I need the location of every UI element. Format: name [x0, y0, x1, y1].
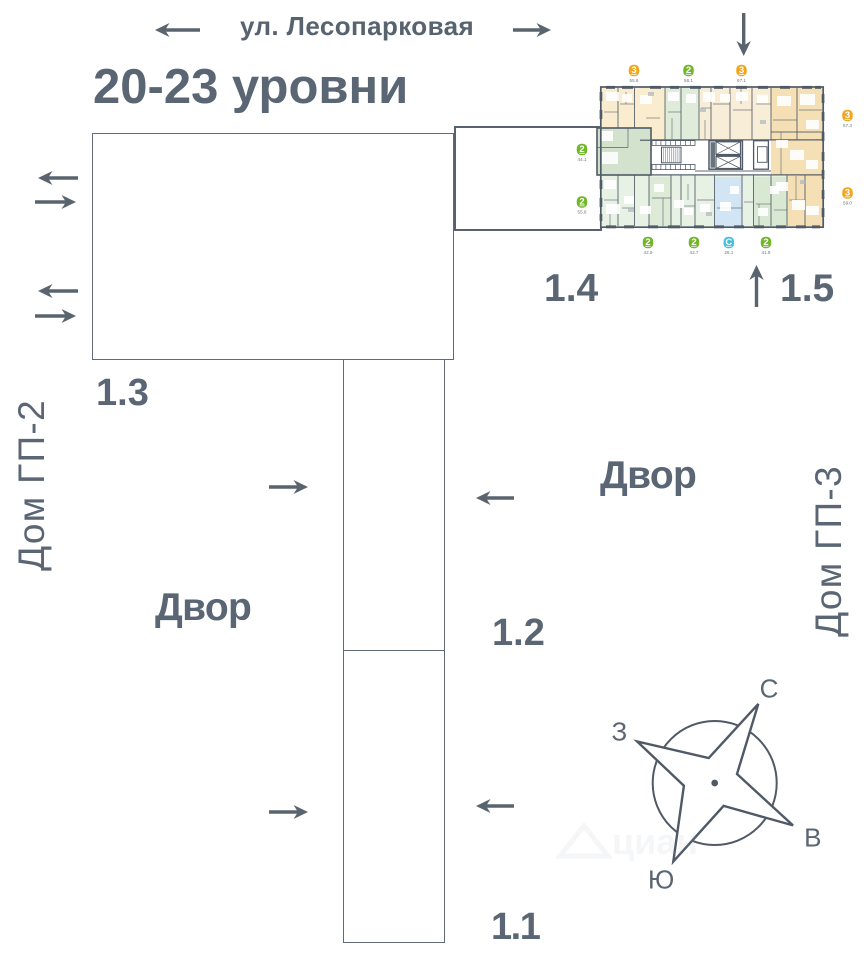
svg-text:59.0: 59.0 [843, 200, 852, 205]
svg-text:41.9: 41.9 [762, 250, 771, 255]
svg-text:56.1: 56.1 [684, 78, 693, 83]
svg-text:26.1: 26.1 [724, 250, 733, 255]
svg-text:44.1: 44.1 [578, 157, 587, 162]
svg-text:2: 2 [763, 237, 768, 248]
svg-text:55.6: 55.6 [630, 78, 639, 83]
svg-text:2: 2 [691, 237, 696, 248]
svg-text:циан: циан [612, 821, 698, 862]
svg-text:67.1: 67.1 [737, 78, 746, 83]
svg-text:42.7: 42.7 [690, 250, 699, 255]
svg-text:3: 3 [845, 188, 850, 199]
svg-text:2: 2 [645, 237, 650, 248]
svg-text:55.6: 55.6 [578, 209, 587, 214]
svg-text:3: 3 [631, 65, 636, 76]
svg-text:2: 2 [686, 65, 691, 76]
svg-text:3: 3 [739, 65, 744, 76]
svg-text:57.3: 57.3 [843, 123, 852, 128]
svg-text:2: 2 [579, 197, 584, 208]
svg-text:С: С [725, 237, 732, 248]
svg-text:2: 2 [579, 144, 584, 155]
svg-text:42.9: 42.9 [644, 250, 653, 255]
svg-text:3: 3 [845, 110, 850, 121]
